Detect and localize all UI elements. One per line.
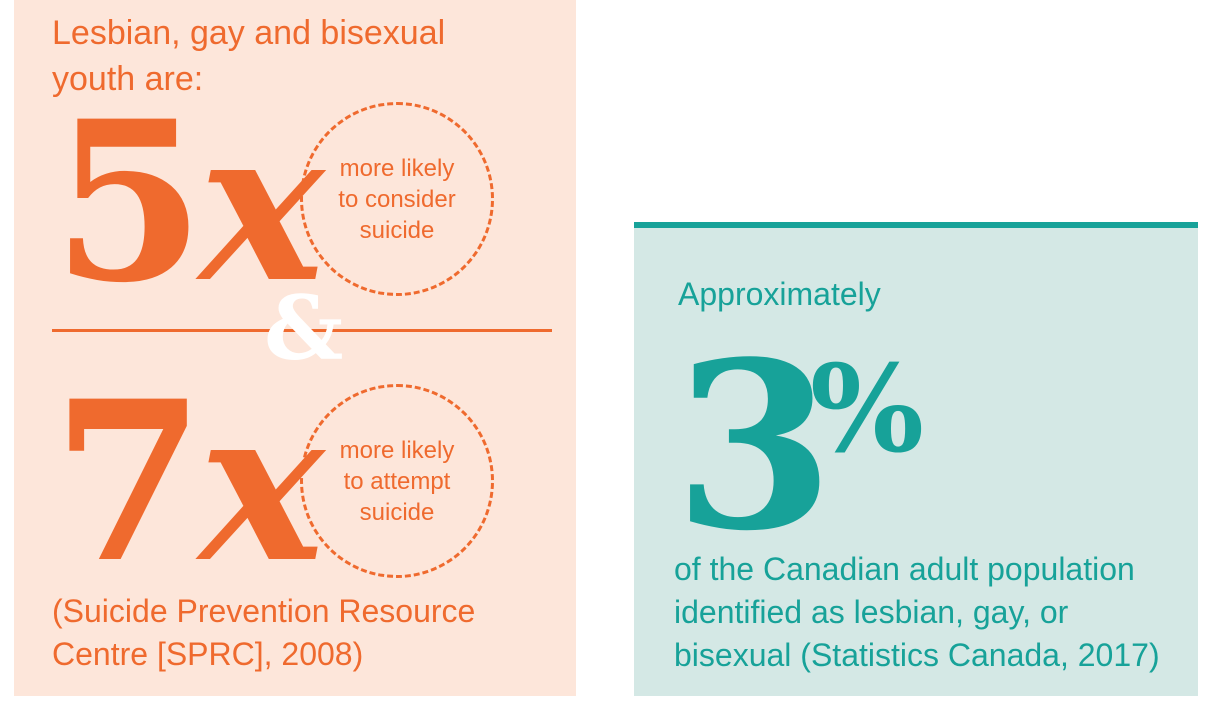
consider-suicide-badge: more likely to consider suicide [300,102,494,296]
stat-7x: 7x [52,372,324,592]
sprc-source: (Suicide Prevention Resource Centre [SPR… [52,593,476,672]
stat-5x-number: 5 [52,72,205,331]
attempt-suicide-text: more likely to attempt suicide [339,436,455,526]
ampersand: & [264,276,344,380]
population-description: of the Canadian adult population identif… [674,551,1160,673]
consider-suicide-text: more likely to consider suicide [338,154,456,244]
youth-stats-panel: Lesbian, gay and bisexual youth are: 5x … [14,0,576,696]
intro-text: Lesbian, gay and bisexual youth are: [52,14,446,98]
attempt-suicide-badge: more likely to attempt suicide [300,384,494,578]
percent-sign: % [810,339,925,480]
stat-7x-number: 7 [52,352,205,611]
approximately-label: Approximately [678,276,881,312]
population-stat-panel: Approximately 3 % of the Canadian adult … [634,222,1198,696]
stat-3-percent-number: 3 [674,312,835,582]
divider-line [52,329,552,332]
stat-5x: 5x [52,92,324,312]
